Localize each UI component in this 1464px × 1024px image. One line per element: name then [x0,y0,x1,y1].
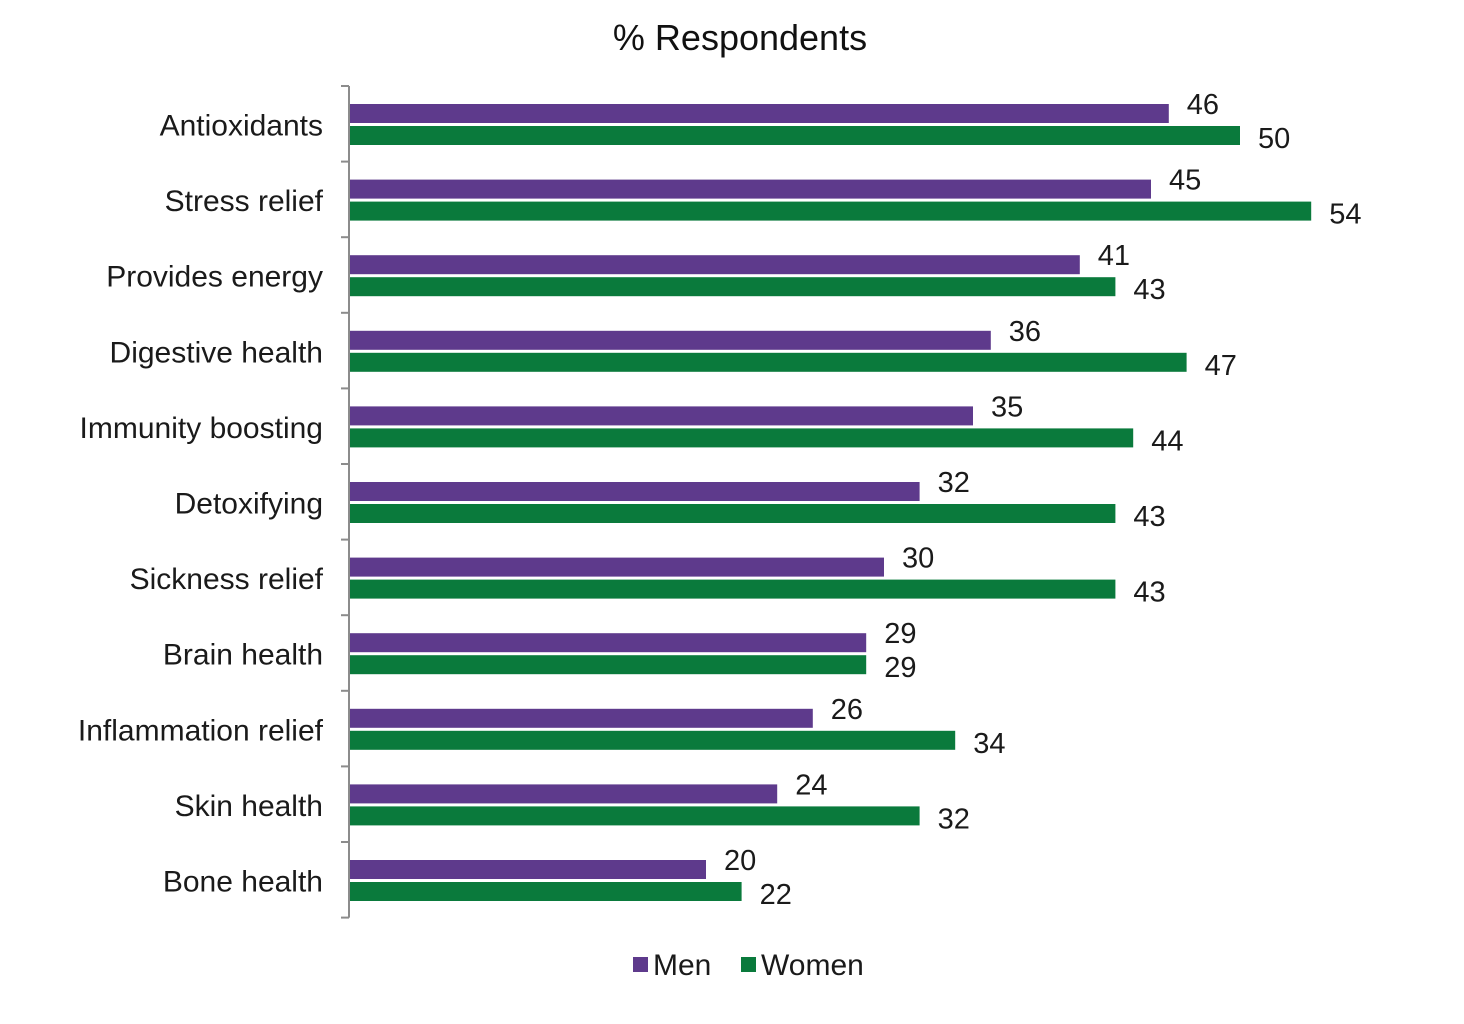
women-bar [350,655,867,675]
women-value-label: 29 [884,652,916,684]
category-label: Inflammation relief [78,714,324,747]
category-label: Immunity boosting [80,412,323,445]
men-legend-swatch [633,957,648,972]
women-bar [350,882,742,901]
men-value-label: 26 [831,694,863,726]
men-bar [350,482,920,501]
women-bar [350,579,1116,599]
legend: Men Women [633,949,864,982]
men-bar [350,860,706,879]
men-bar [350,330,991,350]
women-bar [350,806,920,826]
women-bar [350,126,1240,145]
category-label: Bone health [163,866,323,899]
men-value-label: 20 [724,845,756,877]
men-value-label: 45 [1169,165,1201,197]
category-label: Detoxifying [175,488,323,521]
men-bar [350,708,813,728]
women-bar [350,730,956,750]
women-bar [350,277,1116,297]
men-value-label: 24 [795,769,827,801]
women-value-label: 43 [1133,274,1165,306]
category-label: Stress relief [165,185,324,218]
women-value-label: 43 [1133,577,1165,609]
chart-title: % Respondents [613,17,867,58]
men-value-label: 32 [938,467,970,499]
men-value-label: 30 [902,543,934,575]
men-value-label: 46 [1187,89,1219,121]
women-bar [350,504,1116,523]
category-label: Skin health [175,790,323,823]
men-value-label: 41 [1098,240,1130,272]
men-bar [350,406,973,426]
women-value-label: 32 [938,803,970,835]
men-bar [350,255,1080,275]
women-legend-label: Women [761,949,864,982]
men-bar [350,784,778,804]
bars [350,104,1312,901]
category-label: Sickness relief [130,563,324,596]
category-label: Brain health [163,639,323,672]
women-value-label: 50 [1258,123,1290,155]
women-value-label: 43 [1133,501,1165,533]
category-labels: Antioxidants Stress relief Provides energy… [78,110,324,899]
men-bar [350,179,1151,199]
women-value-label: 22 [760,879,792,911]
women-bar [350,352,1187,372]
men-value-label: 36 [1009,316,1041,348]
men-value-label: 29 [884,618,916,650]
women-value-label: 34 [973,728,1005,760]
women-bar [350,201,1312,221]
men-bar [350,557,884,577]
women-value-label: 54 [1329,199,1361,231]
men-bar [350,633,867,653]
men-value-label: 35 [991,391,1023,423]
men-bar [350,104,1169,123]
women-bar [350,428,1134,448]
women-value-label: 44 [1151,425,1183,457]
women-value-label: 47 [1205,350,1237,382]
data-labels: 4650455441433647354432433043292926342432… [724,89,1361,911]
category-label: Digestive health [110,336,323,369]
women-legend-swatch [741,957,756,972]
category-label: Antioxidants [160,110,323,143]
category-label: Provides energy [106,261,323,294]
men-legend-label: Men [653,949,711,982]
category-axis [341,85,350,919]
